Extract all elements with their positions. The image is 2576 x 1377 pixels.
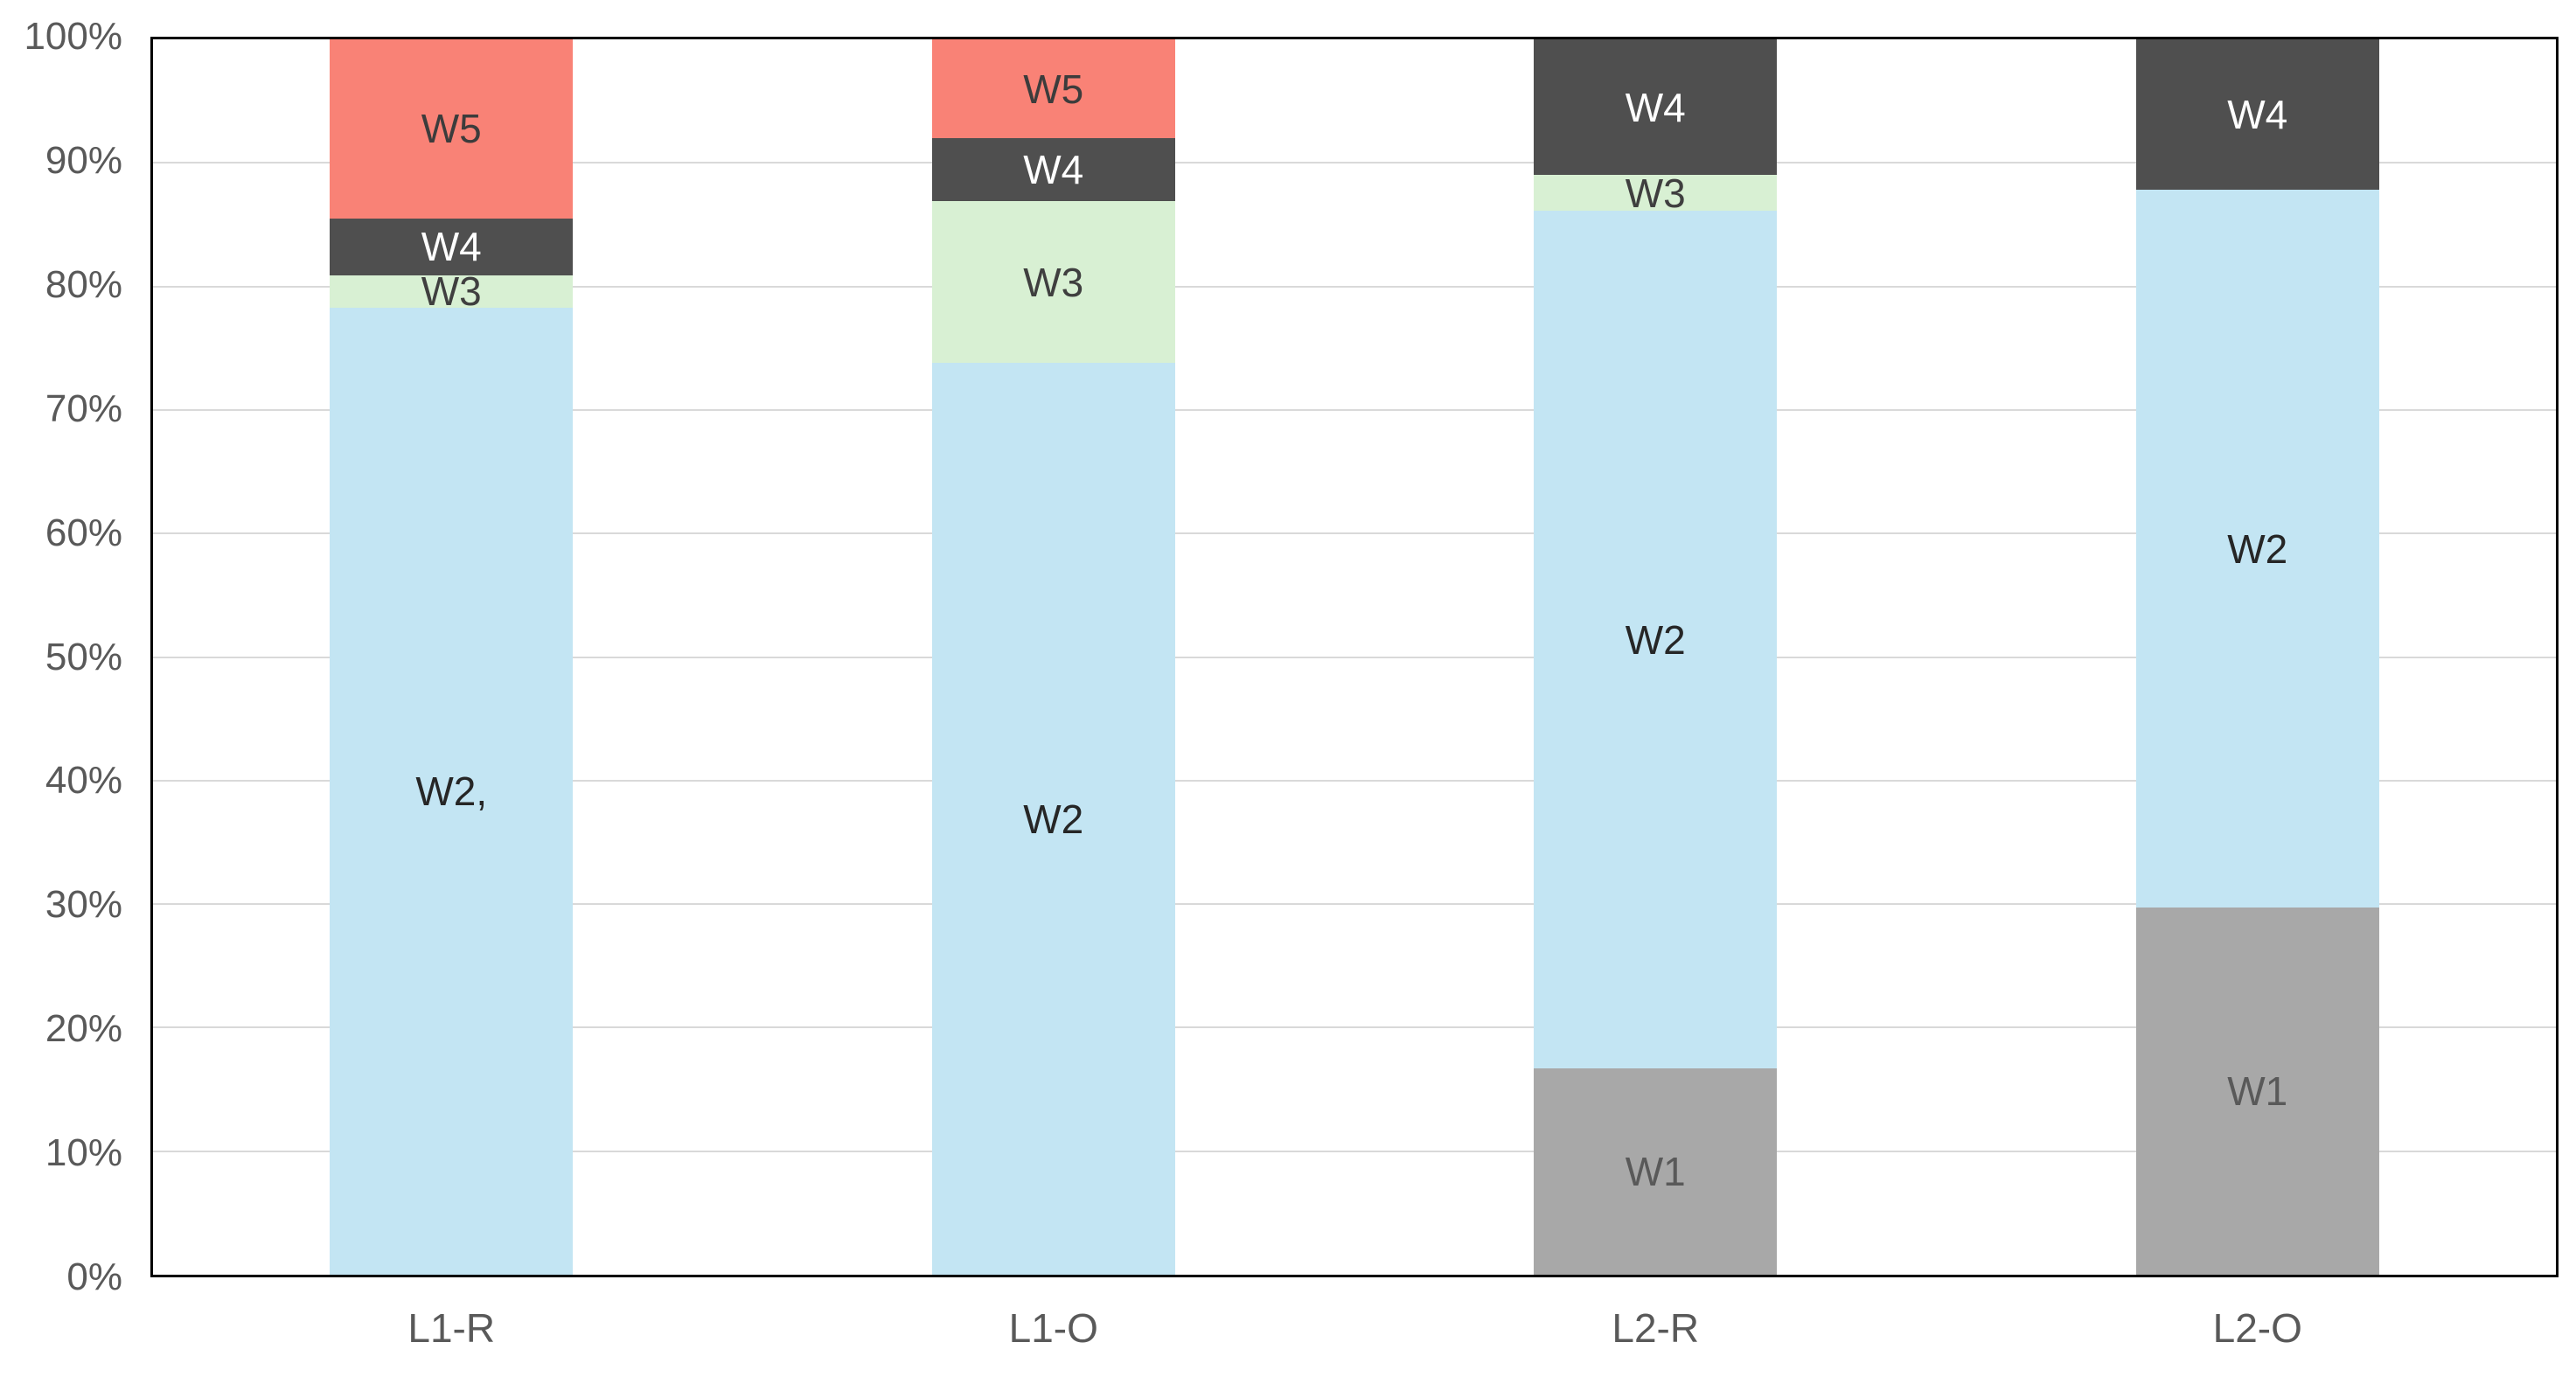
y-tick-label: 0% bbox=[66, 1255, 122, 1298]
segment-label-w4: W4 bbox=[1625, 84, 1686, 130]
bar-segment-w1: W1 bbox=[1534, 1068, 1778, 1275]
gridline bbox=[153, 408, 2556, 411]
plot-area: W2, W3 W4 W5 W2 W3 W4 W5 W1 W2 W3 W4 W1 W2 W4 bbox=[150, 37, 2559, 1277]
y-tick-label: 50% bbox=[45, 635, 122, 678]
segment-label-w2: W2 bbox=[1023, 796, 1084, 842]
gridline bbox=[153, 532, 2556, 535]
segment-label-w2: W2 bbox=[2227, 525, 2288, 572]
y-tick-label: 90% bbox=[45, 138, 122, 182]
bar-segment-w2: W2 bbox=[1534, 211, 1778, 1069]
bar-l2-o: W1 W2 W4 bbox=[2135, 39, 2379, 1275]
segment-label-w4: W4 bbox=[421, 224, 482, 270]
bar-segment-w5: W5 bbox=[330, 39, 574, 219]
bar-segment-w5: W5 bbox=[931, 39, 1175, 139]
bar-l2-r: W1 W2 W3 W4 bbox=[1534, 39, 1778, 1275]
segment-label-w1: W1 bbox=[1625, 1149, 1686, 1195]
bar-segment-w3: W3 bbox=[931, 201, 1175, 364]
segment-label-w5: W5 bbox=[421, 106, 482, 152]
gridline bbox=[153, 903, 2556, 906]
x-category-label: L1-R bbox=[407, 1305, 496, 1351]
y-tick-label: 10% bbox=[45, 1131, 122, 1175]
y-tick-label: 40% bbox=[45, 759, 122, 803]
segment-label-w4: W4 bbox=[1023, 147, 1084, 193]
gridline bbox=[153, 656, 2556, 658]
bar-segment-w2: W2 bbox=[931, 363, 1175, 1275]
segment-label-w5: W5 bbox=[1023, 66, 1084, 112]
bar-segment-w1: W1 bbox=[2135, 908, 2379, 1275]
bar-l1-o: W2 W3 W4 W5 bbox=[931, 39, 1175, 1275]
y-tick-label: 30% bbox=[45, 883, 122, 927]
segment-label-w2: W2, bbox=[415, 768, 488, 814]
bar-segment-w4: W4 bbox=[330, 218, 574, 275]
bar-segment-w3: W3 bbox=[1534, 170, 1778, 216]
bar-segment-w2: W2, bbox=[330, 307, 574, 1275]
gridline bbox=[153, 779, 2556, 782]
bar-l1-r: W2, W3 W4 W5 bbox=[330, 39, 574, 1275]
segment-label-w3: W3 bbox=[1023, 259, 1084, 305]
segment-label-w3: W3 bbox=[421, 268, 482, 315]
y-tick-label: 70% bbox=[45, 386, 122, 430]
bar-segment-w4: W4 bbox=[931, 138, 1175, 202]
x-category-label: L1-O bbox=[1008, 1305, 1098, 1351]
gridline bbox=[153, 1026, 2556, 1029]
segment-label-w1: W1 bbox=[2227, 1068, 2288, 1115]
gridline bbox=[153, 1150, 2556, 1152]
x-category-label: L2-R bbox=[1612, 1305, 1700, 1351]
bar-segment-w3: W3 bbox=[330, 271, 574, 311]
segment-label-w3: W3 bbox=[1625, 170, 1686, 216]
x-category-label: L2-O bbox=[2212, 1305, 2302, 1351]
bar-segment-w2: W2 bbox=[2135, 190, 2379, 908]
bar-segment-w4: W4 bbox=[2135, 39, 2379, 191]
segment-label-w4: W4 bbox=[2227, 92, 2288, 138]
bar-segment-w4: W4 bbox=[1534, 39, 1778, 176]
y-tick-label: 60% bbox=[45, 511, 122, 554]
y-tick-label: 20% bbox=[45, 1007, 122, 1051]
gridline bbox=[153, 285, 2556, 288]
y-tick-label: 100% bbox=[24, 15, 122, 58]
y-tick-label: 80% bbox=[45, 262, 122, 306]
gridline bbox=[153, 162, 2556, 164]
segment-label-w2: W2 bbox=[1625, 616, 1686, 663]
